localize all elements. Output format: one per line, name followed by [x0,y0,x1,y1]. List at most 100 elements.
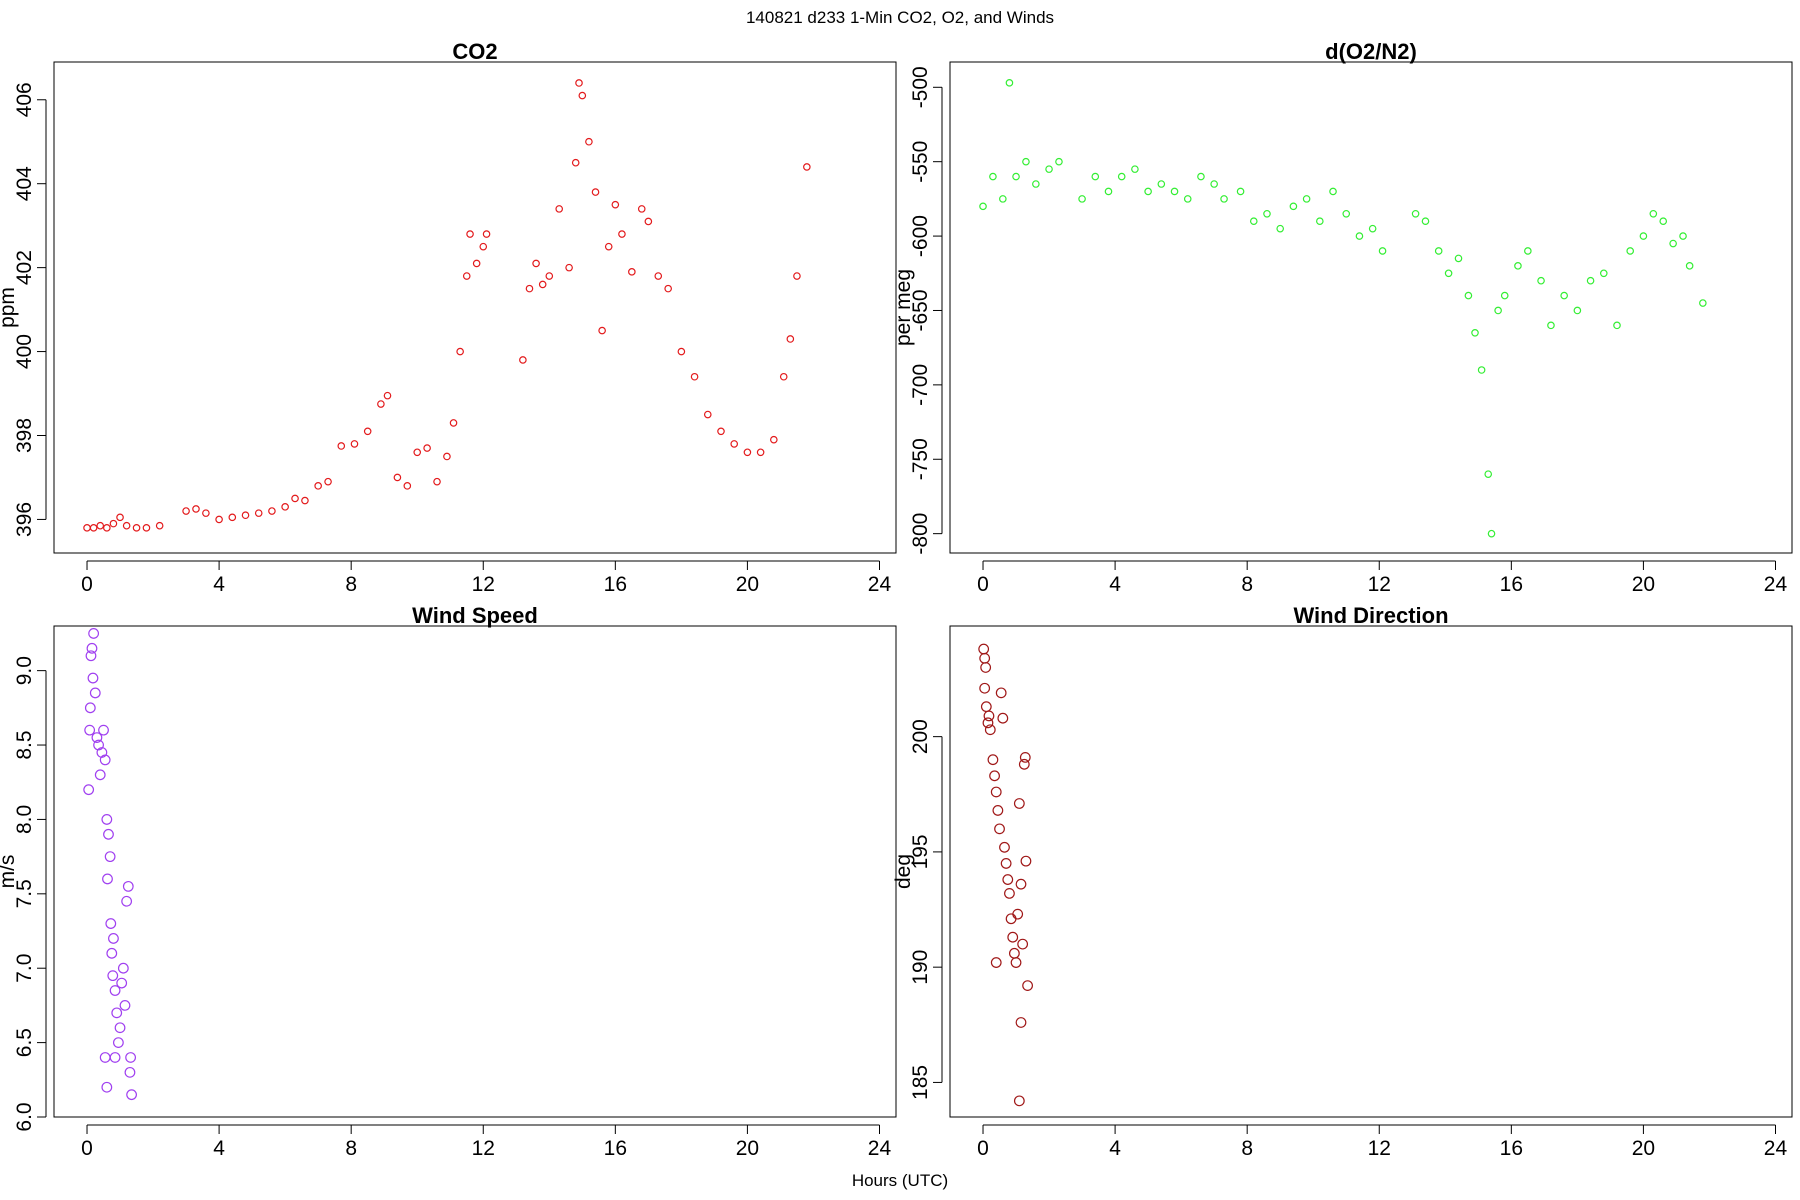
o2-y-tick-label: -700 [909,364,932,406]
o2-data-point [1524,247,1532,255]
wind-speed-y-tick-label: 6.5 [13,1028,36,1057]
wind-direction-y-tick-label: 185 [909,1065,932,1100]
o2-x-tick-label: 8 [1241,573,1253,596]
o2-data-point [1197,172,1205,181]
wind-direction-data-point [979,682,991,694]
wind-speed-data-point [112,1037,124,1049]
wind-direction-x-tick-label: 8 [1241,1137,1253,1160]
co2-data-point [456,347,464,356]
o2-data-point [1144,187,1152,196]
o2-data-point [1464,291,1473,300]
wind-speed-y-axis-label: m/s [0,855,19,889]
o2-x-tick-label: 4 [1109,573,1121,596]
wind-speed-data-point [119,1000,131,1011]
wind-speed-data-point [89,687,101,699]
co2-data-point [433,477,441,486]
o2-data-point [1220,195,1228,203]
co2-data-point [803,163,811,171]
wind-direction-data-point [994,823,1005,835]
co2-data-point [611,200,620,209]
o2-y-tick-label: -500 [909,66,932,108]
o2-data-point [1599,269,1608,278]
co2-data-point [466,230,474,238]
o2-data-point [1355,232,1364,240]
co2-data-point [413,448,422,457]
o2-data-point [1685,262,1694,270]
o2-data-point [1659,217,1668,226]
co2-data-point [182,507,190,515]
o2-data-point [1514,262,1522,270]
wind-direction-data-point [995,687,1007,699]
wind-speed-data-point [87,672,99,684]
o2-data-point [1131,165,1139,173]
wind-speed-data-point [121,895,133,907]
wind-speed-data-point [84,702,96,714]
o2-data-point [1170,187,1179,196]
o2-data-point [989,172,997,181]
o2-data-point [1477,366,1486,374]
wind-speed-data-point [126,1089,137,1101]
wind-speed-data-point [111,1007,123,1019]
wind-direction-data-point [1019,751,1031,763]
wind-direction-data-point [1007,931,1019,943]
wind-direction-data-point [982,717,994,729]
co2-data-point [644,217,653,226]
o2-data-point [1699,299,1707,307]
co2-data-point [403,482,412,490]
co2-data-point [565,263,573,272]
wind-direction-x-tick-label: 4 [1109,1137,1121,1160]
co2-data-point [604,242,613,251]
co2-data-point [314,482,322,490]
o2-data-point [1012,172,1020,181]
co2-data-point [585,137,593,146]
wind-direction-x-tick-label: 12 [1368,1137,1391,1160]
wind-direction-data-point [990,786,1002,798]
wind-direction-data-point [1020,855,1032,867]
co2-data-point [337,442,346,450]
wind-speed-title: Wind Speed [412,603,538,628]
o2-data-point [1560,291,1568,300]
wind-speed-x-tick-label: 12 [472,1137,495,1160]
co2-data-point [83,524,91,532]
wind-speed-x-tick-label: 24 [868,1137,892,1160]
o2-data-point [1639,232,1648,240]
wind-direction-data-point [1002,874,1014,885]
co2-data-point [202,509,210,517]
wind-speed-data-point [101,814,113,825]
co2-data-point [132,524,141,532]
wind-speed-data-point [122,880,134,892]
wind-speed-data-point [109,1052,121,1063]
co2-x-tick-label: 16 [604,573,627,596]
wind-direction-data-point [1022,980,1033,992]
wind-direction-data-point [1015,878,1027,890]
wind-direction-y-tick-label: 195 [909,834,932,869]
o2-data-point [1444,269,1453,278]
o2-data-point [1649,209,1658,218]
wind-direction-data-point [1000,858,1012,869]
o2-data-point [1183,195,1192,203]
o2-data-point [1586,276,1595,285]
co2-data-point [532,259,540,268]
o2-x-tick-label: 20 [1632,573,1655,596]
co2-data-point [637,205,646,213]
o2-x-tick-label: 12 [1368,573,1391,596]
wind-speed-data-point [114,1022,126,1034]
co2-data-point [423,444,431,452]
o2-data-point [979,202,987,211]
o2-y-tick-label: -650 [909,289,932,331]
wind-direction-y-tick-label: 200 [909,719,932,754]
co2-data-point [618,230,626,238]
wind-direction-y-axis-label: deg [892,854,915,889]
co2-title: CO2 [452,39,497,64]
o2-data-point [1045,165,1053,173]
wind-speed-data-point [124,1066,136,1078]
co2-data-point [350,440,359,448]
o2-x-tick-label: 24 [1764,573,1788,596]
co2-data-point [538,280,547,289]
co2-y-tick-label: 400 [13,334,36,369]
o2-y-axis-label: per meg [892,269,915,346]
wind-speed-x-tick-label: 8 [345,1137,357,1160]
co2-data-point [591,188,600,196]
wind-speed-x-tick-label: 0 [81,1137,93,1160]
co2-data-point [730,440,739,448]
